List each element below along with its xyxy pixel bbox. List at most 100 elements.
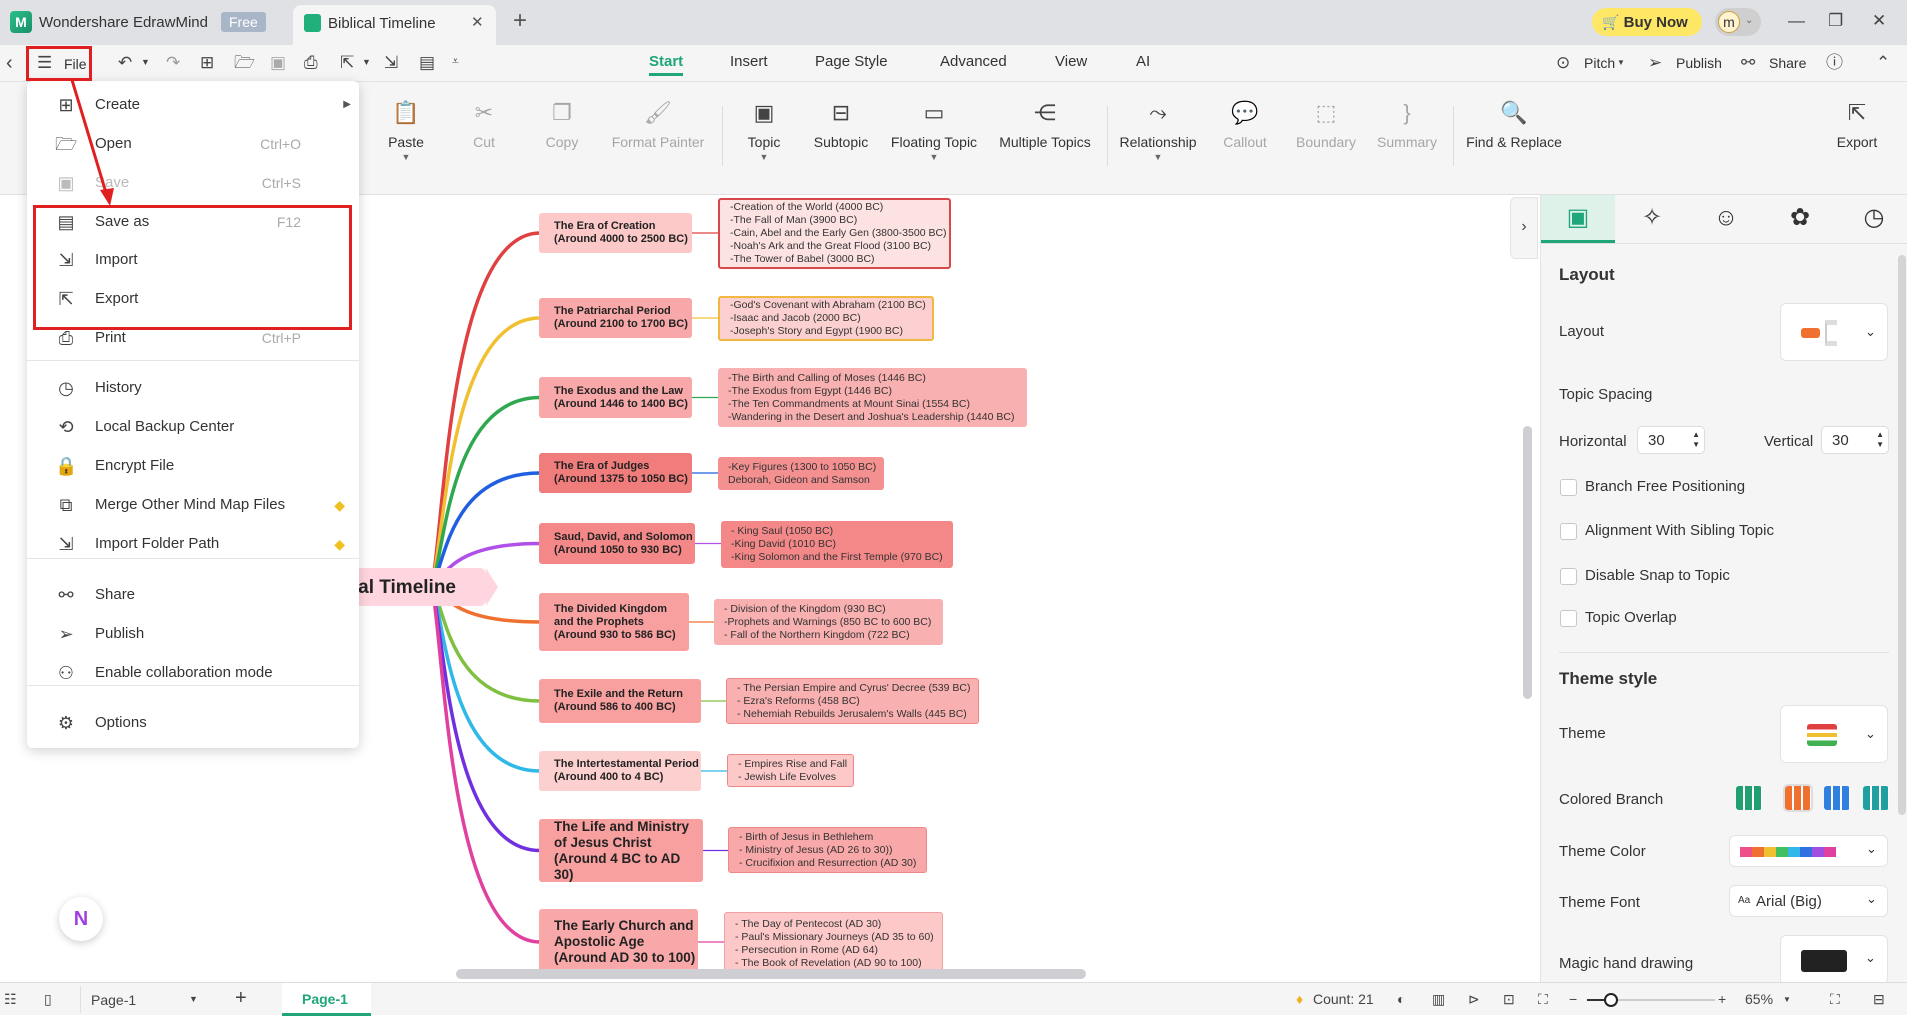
ribbon-summary-button[interactable]: } Summary xyxy=(1357,100,1457,150)
menu-item-open[interactable]: 🗁 Open Ctrl+O xyxy=(27,126,359,162)
checkbox-label-branch-free-positioning[interactable]: Branch Free Positioning xyxy=(1585,478,1746,495)
book-icon[interactable]: ▥ xyxy=(1432,991,1446,1007)
panel-tab-layout-icon[interactable]: ▣ xyxy=(1541,195,1615,243)
layout-dropdown[interactable]: ⌄ xyxy=(1780,303,1888,361)
tab-page-style[interactable]: Page Style xyxy=(815,53,888,70)
ribbon-cut-button[interactable]: ✂ Cut xyxy=(434,100,534,150)
undo-dropdown-icon[interactable]: ▼ xyxy=(141,57,150,67)
main-topic[interactable]: The Exile and the Return (Around 586 to 4… xyxy=(539,679,701,723)
back-icon[interactable]: ‹ xyxy=(6,52,13,74)
file-menu-button[interactable]: ☰ File xyxy=(30,47,90,79)
menu-item-import-folder-path[interactable]: ⇲ Import Folder Path ◆ xyxy=(27,526,359,562)
mindmap-canvas[interactable]: Biblical Timeline The Era of Creation (Ar… xyxy=(0,195,1540,982)
more-icon[interactable]: ⩡ xyxy=(452,54,459,68)
subtopic[interactable]: - The Persian Empire and Cyrus' Decree (… xyxy=(726,678,979,724)
main-topic[interactable]: The Era of Judges (Around 1375 to 1050 BC… xyxy=(539,453,692,493)
buy-now-button[interactable]: 🛒 Buy Now xyxy=(1592,8,1702,36)
save-icon[interactable]: ▣ xyxy=(270,53,287,72)
checkbox[interactable] xyxy=(1560,568,1577,585)
ribbon-copy-button[interactable]: ❐ Copy xyxy=(512,100,612,150)
subtopic[interactable]: - Empires Rise and Fall - Jewish Life Evo… xyxy=(727,754,854,787)
tab-view[interactable]: View xyxy=(1055,53,1088,70)
export-dropdown-icon[interactable]: ▼ xyxy=(362,57,371,67)
publish-button[interactable]: Publish xyxy=(1676,55,1722,71)
redo-icon[interactable]: ↷ xyxy=(166,53,181,72)
colored-branch-option[interactable] xyxy=(1863,786,1889,810)
checkbox-label-topic-overlap[interactable]: Topic Overlap xyxy=(1585,609,1677,626)
outline-icon[interactable]: ☷ xyxy=(4,991,17,1007)
checkbox[interactable] xyxy=(1560,523,1577,540)
checkbox[interactable] xyxy=(1560,610,1577,627)
subtopic[interactable]: -Key Figures (1300 to 1050 BC) Deborah, G… xyxy=(718,457,884,490)
chevron-down-icon[interactable]: ▼ xyxy=(1783,995,1791,1004)
print-icon[interactable]: ⎙ xyxy=(304,53,318,72)
ribbon-floating-topic-button[interactable]: ▭ Floating Topic ▼ xyxy=(884,100,984,162)
import-icon[interactable]: ⇲ xyxy=(384,53,399,72)
menu-item-encrypt-file[interactable]: 🔒 Encrypt File xyxy=(27,448,359,484)
page-panel-icon[interactable]: ▯ xyxy=(44,991,52,1007)
tab-advanced[interactable]: Advanced xyxy=(940,53,1007,70)
menu-item-history[interactable]: ◷ History xyxy=(27,370,359,406)
tab-biblical-timeline[interactable]: Biblical Timeline ✕ xyxy=(293,5,496,45)
main-topic[interactable]: Saud, David, and Solomon (Around 1050 to … xyxy=(539,523,695,564)
theme-icon[interactable]: ◐ xyxy=(1397,991,1406,1007)
play-icon[interactable]: ⊳ xyxy=(1468,991,1480,1007)
publish-icon[interactable]: ➢ xyxy=(1648,53,1663,72)
help-icon[interactable]: ⓘ xyxy=(1826,53,1843,72)
main-topic[interactable]: The Patriarchal Period (Around 2100 to 17… xyxy=(539,298,692,338)
menu-item-create[interactable]: ⊞ Create ▶ xyxy=(27,87,359,123)
main-topic[interactable]: The Intertestamental Period (Around 400 t… xyxy=(539,751,701,791)
checkbox-label-alignment-with-sibling-topic[interactable]: Alignment With Sibling Topic xyxy=(1585,522,1774,539)
ai-assistant-button[interactable]: N xyxy=(59,897,103,941)
fit-page-icon[interactable]: ⊡ xyxy=(1503,991,1515,1007)
panel-collapse-button[interactable]: › xyxy=(1510,197,1538,259)
share-button[interactable]: Share xyxy=(1769,55,1807,71)
menu-item-import[interactable]: ⇲ Import xyxy=(27,242,359,278)
menu-item-enable-collaboration-mode[interactable]: ⚇ Enable collaboration mode xyxy=(27,655,359,691)
share-icon[interactable]: ⚯ xyxy=(1741,53,1756,72)
main-topic[interactable]: The Life and Ministry of Jesus Christ (Aro… xyxy=(539,819,703,882)
main-topic[interactable]: The Exodus and the Law (Around 1446 to 14… xyxy=(539,377,692,418)
panel-tab-clock-icon[interactable]: ◷ xyxy=(1863,204,1885,231)
theme-color-dropdown[interactable]: ⌄ xyxy=(1729,835,1888,867)
fullscreen-icon[interactable]: ⛶ xyxy=(1830,991,1840,1007)
page-tab[interactable]: Page-1 xyxy=(282,983,371,1016)
main-topic[interactable]: The Era of Creation (Around 4000 to 2500 … xyxy=(539,213,692,253)
horizontal-spacing-input[interactable]: 30 ▲ ▼ xyxy=(1637,426,1705,454)
export-icon[interactable]: ⇱ xyxy=(340,53,355,72)
fit-screen-icon[interactable]: ⛶ xyxy=(1538,991,1548,1007)
new-tab-icon[interactable]: + xyxy=(513,7,528,34)
zoom-in-icon[interactable]: + xyxy=(1718,991,1727,1007)
minimize-icon[interactable]: — xyxy=(1788,11,1805,30)
zoom-slider[interactable] xyxy=(1587,993,1715,1007)
subtopic[interactable]: -Creation of the World (4000 BC) -The Fal… xyxy=(718,198,951,269)
account-menu[interactable]: m ⌄ xyxy=(1715,8,1761,36)
ribbon-export-button[interactable]: ⇱ Export xyxy=(1807,100,1907,150)
subtopic[interactable]: -God's Covenant with Abraham (2100 BC) -I… xyxy=(718,296,934,341)
tab-insert[interactable]: Insert xyxy=(730,53,768,70)
tab-start[interactable]: Start xyxy=(649,53,684,76)
ribbon-find-replace-button[interactable]: 🔍 Find & Replace xyxy=(1464,100,1564,150)
add-page-icon[interactable]: + xyxy=(235,987,247,1009)
panel-tab-flower-icon[interactable]: ✿ xyxy=(1789,204,1811,231)
vertical-spacing-input[interactable]: 30 ▲ ▼ xyxy=(1821,426,1889,454)
theme-font-dropdown[interactable]: Aa Arial (Big) ⌄ xyxy=(1729,885,1888,917)
colored-branch-option[interactable] xyxy=(1824,786,1850,810)
horizontal-scrollbar[interactable] xyxy=(456,969,1086,979)
magic-hand-drawing-dropdown[interactable]: ⌄ xyxy=(1780,935,1888,985)
ribbon-callout-button[interactable]: 💬 Callout xyxy=(1195,100,1295,150)
menu-item-merge-other-mind-map-files[interactable]: ⧉ Merge Other Mind Map Files ◆ xyxy=(27,487,359,523)
checkbox[interactable] xyxy=(1560,479,1577,496)
theme-dropdown[interactable]: ⌄ xyxy=(1780,705,1888,763)
menu-item-options[interactable]: ⚙ Options xyxy=(27,705,359,741)
stepper-icon[interactable]: ▲ ▼ xyxy=(1692,430,1700,449)
ribbon-paste-button[interactable]: 📋 Paste ▼ xyxy=(356,100,456,162)
colored-branch-option[interactable] xyxy=(1783,784,1813,812)
subtopic[interactable]: - King Saul (1050 BC) -King David (1010 B… xyxy=(721,521,953,568)
ribbon-relationship-button[interactable]: ⤳ Relationship ▼ xyxy=(1108,100,1208,162)
menu-item-save-as[interactable]: ▤ Save as F12 xyxy=(27,204,359,240)
subtopic[interactable]: -The Birth and Calling of Moses (1446 BC… xyxy=(718,368,1027,427)
restore-icon[interactable]: ❐ xyxy=(1828,11,1844,30)
close-tab-icon[interactable]: ✕ xyxy=(471,14,484,31)
zoom-out-icon[interactable]: − xyxy=(1569,991,1578,1007)
